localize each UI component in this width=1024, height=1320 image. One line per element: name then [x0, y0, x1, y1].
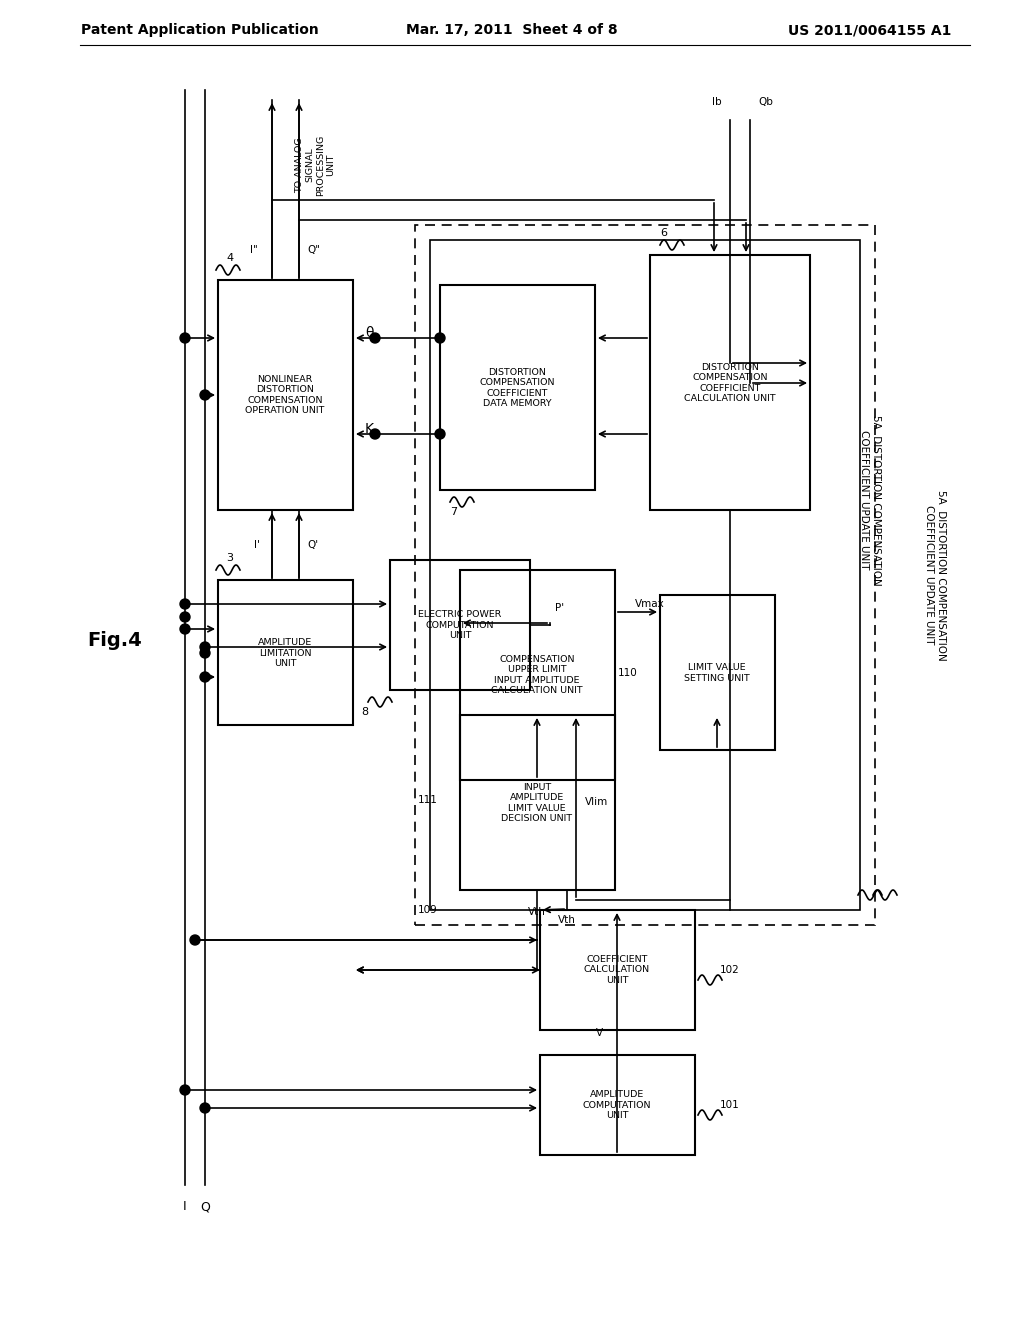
Circle shape	[180, 624, 190, 634]
Text: Qb: Qb	[758, 96, 773, 107]
Bar	[440, 285, 595, 490]
Circle shape	[435, 429, 445, 440]
Circle shape	[180, 333, 190, 343]
Circle shape	[200, 1104, 210, 1113]
Text: Vth: Vth	[558, 915, 575, 925]
Bar	[540, 909, 695, 1030]
Text: AMPLITUDE
COMPUTATION
UNIT: AMPLITUDE COMPUTATION UNIT	[583, 1090, 651, 1119]
Bar	[540, 1055, 695, 1155]
Text: Patent Application Publication: Patent Application Publication	[81, 22, 318, 37]
Text: Q": Q"	[307, 246, 319, 255]
Bar	[660, 595, 775, 750]
Text: 6: 6	[660, 228, 667, 238]
Bar	[415, 224, 874, 925]
Text: US 2011/0064155 A1: US 2011/0064155 A1	[788, 22, 951, 37]
Text: TO ANALOG
SIGNAL
PROCESSING
UNIT: TO ANALOG SIGNAL PROCESSING UNIT	[295, 135, 335, 195]
Text: V: V	[595, 1028, 602, 1038]
Text: Vmax: Vmax	[635, 599, 665, 609]
Text: 8: 8	[360, 708, 368, 717]
Text: Mar. 17, 2011  Sheet 4 of 8: Mar. 17, 2011 Sheet 4 of 8	[407, 22, 617, 37]
Text: 102: 102	[720, 965, 739, 975]
Text: Vth: Vth	[528, 907, 546, 917]
Circle shape	[200, 642, 210, 652]
Text: AMPLITUDE
LIMITATION
UNIT: AMPLITUDE LIMITATION UNIT	[258, 638, 312, 668]
Text: P': P'	[555, 603, 564, 612]
Text: DISTORTION
COMPENSATION
COEFFICIENT
DATA MEMORY: DISTORTION COMPENSATION COEFFICIENT DATA…	[479, 368, 555, 408]
Text: LIMIT VALUE
SETTING UNIT: LIMIT VALUE SETTING UNIT	[684, 663, 750, 682]
Bar	[460, 715, 615, 890]
Bar	[650, 255, 810, 510]
Text: K: K	[365, 422, 374, 436]
Text: COMPENSATION
UPPER LIMIT
INPUT AMPLITUDE
CALCULATION UNIT: COMPENSATION UPPER LIMIT INPUT AMPLITUDE…	[492, 655, 583, 696]
Text: Q: Q	[200, 1200, 210, 1213]
Bar	[218, 579, 353, 725]
Circle shape	[180, 1085, 190, 1096]
Text: 101: 101	[720, 1100, 739, 1110]
Text: Fig.4: Fig.4	[88, 631, 142, 649]
Bar	[460, 570, 615, 780]
Text: 110: 110	[618, 668, 638, 678]
Text: Ib: Ib	[713, 96, 722, 107]
Circle shape	[200, 648, 210, 657]
Text: 109: 109	[418, 906, 438, 915]
Text: θ: θ	[365, 326, 374, 341]
Text: I: I	[183, 1200, 186, 1213]
Text: 4: 4	[226, 253, 233, 263]
Text: INPUT
AMPLITUDE
LIMIT VALUE
DECISION UNIT: INPUT AMPLITUDE LIMIT VALUE DECISION UNI…	[502, 783, 572, 824]
Text: 111: 111	[418, 795, 438, 805]
Text: DISTORTION
COMPENSATION
COEFFICIENT
CALCULATION UNIT: DISTORTION COMPENSATION COEFFICIENT CALC…	[684, 363, 776, 403]
Circle shape	[200, 672, 210, 682]
Circle shape	[190, 935, 200, 945]
Bar	[390, 560, 530, 690]
Bar	[430, 240, 860, 909]
Circle shape	[180, 612, 190, 622]
Text: ELECTRIC POWER
COMPUTATION
UNIT: ELECTRIC POWER COMPUTATION UNIT	[419, 610, 502, 640]
Text: I': I'	[254, 540, 260, 550]
Circle shape	[180, 599, 190, 609]
Text: I": I"	[250, 246, 258, 255]
Circle shape	[370, 429, 380, 440]
Text: 5A  DISTORTION COMPENSATION
COEFFICIENT UPDATE UNIT: 5A DISTORTION COMPENSATION COEFFICIENT U…	[925, 490, 946, 660]
Text: Q': Q'	[307, 540, 318, 550]
Bar	[218, 280, 353, 510]
Text: 5A  DISTORTION COMPENSATION
COEFFICIENT UPDATE UNIT: 5A DISTORTION COMPENSATION COEFFICIENT U…	[859, 414, 881, 585]
Text: Vlim: Vlim	[586, 797, 608, 807]
Circle shape	[435, 333, 445, 343]
Text: NONLINEAR
DISTORTION
COMPENSATION
OPERATION UNIT: NONLINEAR DISTORTION COMPENSATION OPERAT…	[246, 375, 325, 414]
Circle shape	[370, 333, 380, 343]
Circle shape	[200, 389, 210, 400]
Text: 7: 7	[450, 507, 457, 517]
Text: COEFFICIENT
CALCULATION
UNIT: COEFFICIENT CALCULATION UNIT	[584, 956, 650, 985]
Text: 3: 3	[226, 553, 233, 564]
